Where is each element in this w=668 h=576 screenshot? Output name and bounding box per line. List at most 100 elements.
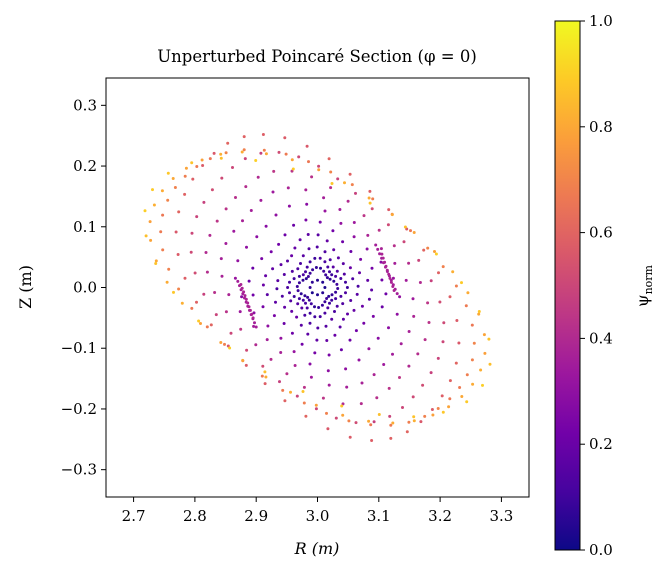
data-point	[243, 157, 247, 161]
data-point	[368, 189, 372, 193]
data-point	[366, 233, 370, 237]
data-point	[411, 297, 415, 301]
data-point	[297, 155, 301, 159]
data-point	[195, 215, 199, 219]
data-point	[429, 279, 433, 283]
data-point	[265, 338, 269, 342]
data-point	[240, 150, 244, 154]
data-point	[348, 172, 352, 176]
data-point	[483, 351, 487, 355]
data-point	[152, 203, 156, 207]
data-point	[369, 423, 373, 427]
data-point	[316, 326, 320, 330]
data-point	[423, 414, 427, 418]
data-point	[325, 411, 328, 415]
data-point	[309, 375, 313, 379]
data-point	[477, 312, 481, 316]
data-point	[328, 301, 331, 305]
data-point	[234, 196, 237, 199]
data-point	[296, 302, 300, 306]
data-point	[344, 280, 347, 284]
data-point	[264, 224, 268, 228]
data-point	[307, 247, 311, 251]
data-point	[286, 286, 290, 289]
data-point	[285, 372, 289, 376]
plot-area	[143, 133, 492, 442]
data-point	[436, 407, 440, 410]
data-point	[367, 347, 371, 351]
y-axis-label: Z (m)	[16, 265, 35, 309]
data-point	[402, 240, 406, 244]
data-point	[375, 396, 379, 400]
data-point	[470, 358, 474, 362]
island-point	[247, 305, 251, 309]
island-point	[378, 252, 382, 256]
data-point	[431, 413, 435, 417]
data-point	[393, 261, 397, 265]
island-point	[253, 321, 256, 325]
data-point	[308, 362, 312, 366]
island-point	[236, 279, 240, 283]
data-point	[348, 435, 352, 439]
data-point	[416, 352, 420, 356]
data-point	[454, 361, 458, 365]
data-point	[441, 265, 445, 269]
data-point	[144, 234, 148, 238]
data-point	[329, 186, 333, 190]
data-point	[346, 312, 349, 316]
data-point	[290, 309, 294, 313]
colorbar	[554, 20, 581, 551]
colorbar-label: ψnorm	[633, 264, 655, 307]
data-point	[471, 382, 475, 386]
data-point	[350, 183, 354, 187]
data-point	[440, 394, 444, 398]
data-point	[224, 151, 228, 155]
data-point	[313, 305, 316, 309]
data-point	[195, 165, 199, 168]
data-point	[279, 351, 283, 354]
data-point	[341, 413, 345, 417]
data-point	[184, 166, 188, 170]
island-point	[391, 285, 395, 288]
data-point	[441, 410, 445, 414]
data-point	[224, 242, 228, 245]
data-point	[281, 388, 285, 392]
data-point	[266, 324, 270, 328]
y-tick-label: 0.0	[73, 279, 97, 297]
data-point	[205, 270, 209, 274]
data-point	[411, 395, 415, 399]
data-point	[384, 292, 388, 296]
data-point	[341, 240, 345, 244]
data-point	[454, 284, 458, 288]
data-point	[314, 407, 318, 411]
data-point	[304, 218, 308, 222]
data-point	[224, 207, 228, 211]
data-point	[391, 352, 394, 356]
data-point	[176, 253, 180, 256]
data-point	[387, 326, 390, 330]
data-point	[368, 201, 372, 205]
island-point	[243, 294, 247, 298]
island-point	[244, 297, 248, 301]
data-point	[313, 351, 317, 355]
data-point	[487, 337, 491, 341]
data-point	[325, 339, 329, 342]
y-axis: −0.3 −0.2 −0.1 0.0 0.1 0.2 0.3	[61, 96, 106, 479]
data-point	[412, 231, 416, 234]
data-point	[301, 298, 305, 302]
data-point	[423, 338, 427, 342]
data-point	[339, 294, 343, 298]
colorbar-axis: 0.0 0.2 0.4 0.6 0.8 1.0	[580, 12, 613, 559]
data-point	[271, 267, 275, 271]
data-point	[407, 330, 411, 333]
data-point	[208, 233, 212, 237]
data-point	[251, 266, 255, 270]
data-point	[370, 288, 374, 292]
colorbar-tick-label: 1.0	[589, 12, 613, 30]
island-point	[384, 264, 388, 268]
data-point	[376, 336, 380, 340]
data-point	[233, 276, 237, 280]
data-point	[448, 379, 452, 383]
data-point	[205, 325, 209, 329]
data-point	[149, 238, 153, 242]
